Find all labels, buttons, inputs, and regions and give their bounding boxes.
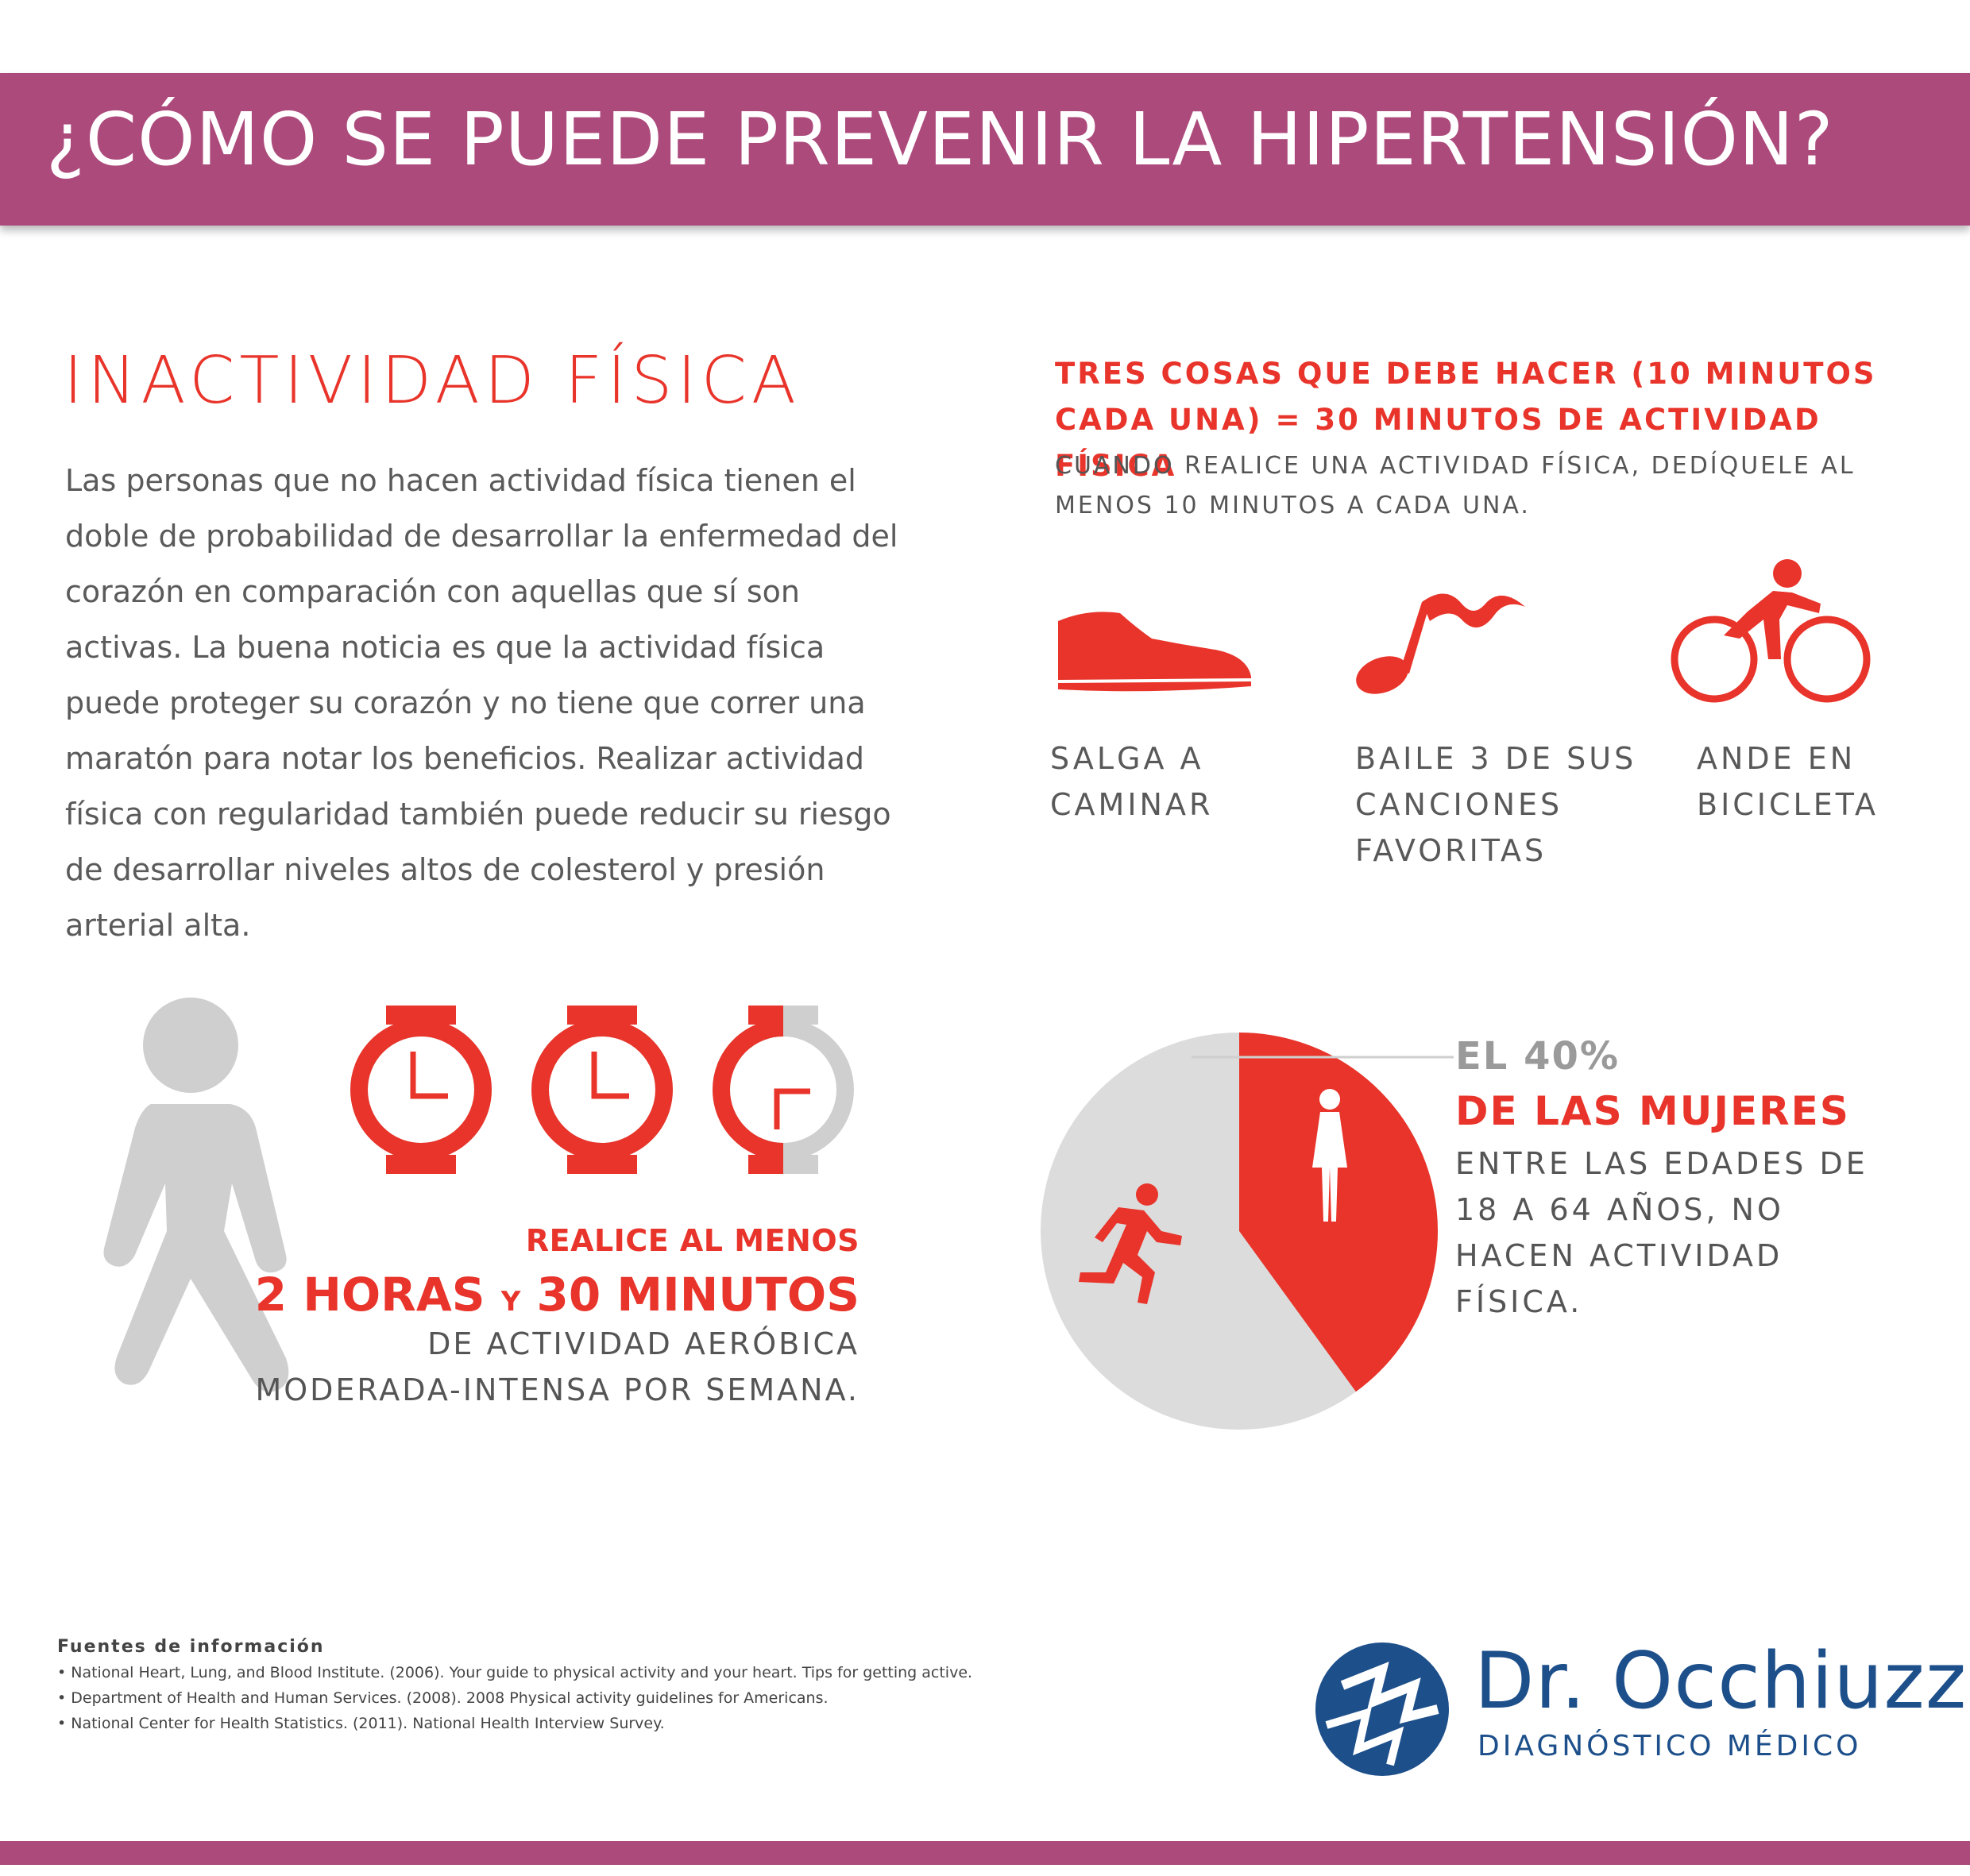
activity-label-walk: SALGA A CAMINAR [1050,741,1214,822]
logo-mark-icon [1315,1642,1449,1776]
pie-slice-women [1239,1033,1438,1392]
activity-label-dance: BAILE 3 DE SUS CANCIONES FAVORITAS [1355,741,1637,868]
watch-icon [350,1006,492,1174]
walking-person-icon [103,998,289,1392]
bottom-bar [0,1841,1970,1865]
callout-line [1192,1056,1454,1059]
stat-description: ENTRE LAS EDADES DE 18 A 64 AÑOS, NO HAC… [1455,1146,1868,1319]
tips-heading: TRES COSAS QUE DEBE HACER (10 MINUTOS CA… [1055,357,1877,483]
tips-subheading: CUANDO REALICE UNA ACTIVIDAD FÍSICA, DED… [1055,452,1856,519]
source-item: • National Heart, Lung, and Blood Instit… [57,1664,973,1681]
goal-line-3: DE ACTIVIDAD AERÓBICA [427,1326,859,1361]
pie-chart [1041,1033,1438,1430]
goal-line-2: 2 HORAS Y 30 MINUTOS [255,1268,859,1322]
goal-conjunction: Y [500,1286,521,1318]
watches-group [350,1006,854,1174]
source-item: • Department of Health and Human Service… [57,1689,829,1707]
source-item: • National Center for Health Statistics.… [57,1715,665,1732]
logo-name: Dr. Occhiuzzi [1474,1636,1970,1727]
watch-icon [531,1006,673,1174]
section-title: INACTIVIDAD FÍSICA [64,343,801,419]
shoe-icon [1057,612,1252,692]
woman-icon [1312,1089,1347,1222]
music-note-icon [1356,593,1525,694]
activity-label-bike: ANDE EN BICICLETA [1697,741,1879,822]
goal-minutes: 30 MINUTOS [536,1268,859,1322]
runner-icon [1079,1183,1182,1304]
logo-tagline: DIAGNÓSTICO MÉDICO [1478,1730,1862,1762]
cyclist-icon [1671,559,1871,703]
goal-hours: 2 HORAS [254,1268,485,1322]
stat-group: DE LAS MUJERES [1455,1088,1850,1134]
title-banner: ¿CÓMO SE PUEDE PREVENIR LA HIPERTENSIÓN? [0,73,1970,226]
watch-icon [713,1006,854,1174]
goal-line-4: MODERADA-INTENSA POR SEMANA. [255,1372,859,1407]
intro-paragraph: Las personas que no hacen actividad físi… [65,463,898,943]
sources-block: Fuentes de información • National Heart,… [57,1635,1010,1736]
page-title: ¿CÓMO SE PUEDE PREVENIR LA HIPERTENSIÓN? [46,97,1834,182]
goal-line-1: REALICE AL MENOS [525,1223,859,1258]
stat-percent: EL 40% [1455,1034,1620,1079]
spacer [874,0,875,1]
sources-title: Fuentes de información [57,1637,325,1657]
